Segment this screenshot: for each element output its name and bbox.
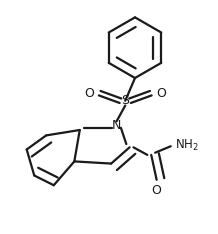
Text: S: S	[121, 94, 129, 107]
Text: O: O	[157, 87, 167, 100]
Text: N: N	[112, 119, 121, 132]
Text: O: O	[152, 184, 162, 197]
Text: NH$_2$: NH$_2$	[175, 138, 199, 153]
Text: O: O	[84, 87, 94, 100]
